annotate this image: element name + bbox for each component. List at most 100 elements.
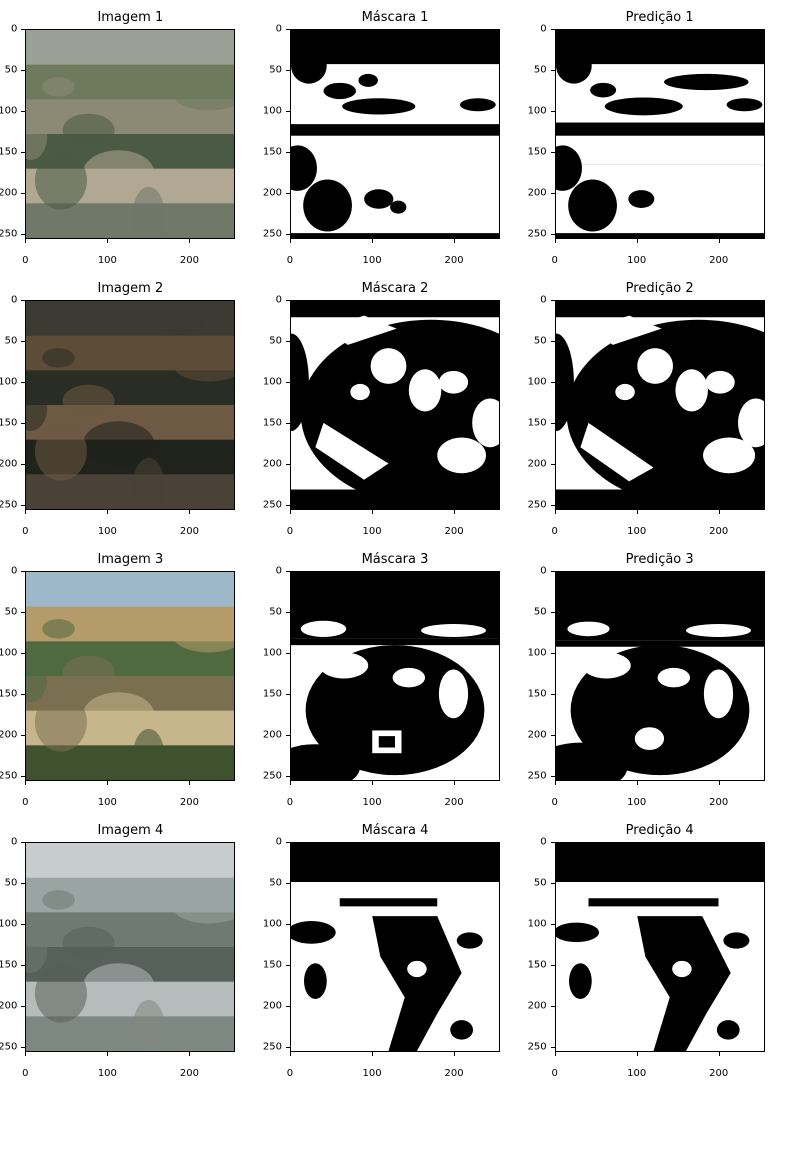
xtick-label: 0 [551, 797, 557, 808]
subplot: Imagem 30100200050100150200250 [12, 552, 249, 781]
xtick-label: 200 [709, 1068, 728, 1079]
xtick-label: 200 [709, 797, 728, 808]
ytick-label: 200 [528, 1001, 547, 1012]
ytick-label: 200 [528, 730, 547, 741]
ytick-label: 150 [528, 418, 547, 429]
subplot-title: Predição 1 [626, 10, 694, 25]
ytick-label: 100 [0, 919, 17, 930]
ytick-label: 50 [534, 336, 547, 347]
xtick-label: 100 [627, 526, 646, 537]
ytick-label: 100 [0, 377, 17, 388]
ytick-label: 150 [0, 147, 17, 158]
subplot-title: Imagem 3 [97, 552, 163, 567]
subplot: Máscara 20100200050100150200250 [277, 281, 514, 510]
ytick-label: 250 [0, 229, 17, 240]
ytick-label: 250 [263, 771, 282, 782]
ytick-label: 0 [540, 566, 546, 577]
plot-area: 0100200050100150200250 [25, 29, 235, 239]
ytick-label: 100 [263, 106, 282, 117]
figure-grid: Imagem 10100200050100150200250Máscara 10… [0, 0, 790, 1072]
ytick-label: 0 [540, 295, 546, 306]
plot-area: 0100200050100150200250 [25, 300, 235, 510]
plot-area: 0100200050100150200250 [290, 300, 500, 510]
ytick-label: 250 [528, 771, 547, 782]
ytick-label: 50 [5, 336, 18, 347]
xtick-label: 0 [22, 255, 28, 266]
ytick-label: 250 [0, 771, 17, 782]
xtick-label: 200 [445, 797, 464, 808]
xtick-label: 100 [98, 797, 117, 808]
ytick-label: 250 [528, 1042, 547, 1053]
ytick-label: 100 [528, 106, 547, 117]
xtick-label: 100 [627, 797, 646, 808]
plot-area: 0100200050100150200250 [290, 29, 500, 239]
xtick-label: 200 [180, 526, 199, 537]
subplot: Máscara 10100200050100150200250 [277, 10, 514, 239]
mask-display [290, 571, 500, 781]
subplot: Predição 10100200050100150200250 [541, 10, 778, 239]
xtick-label: 0 [551, 255, 557, 266]
ytick-label: 200 [0, 459, 17, 470]
ytick-label: 150 [263, 418, 282, 429]
image-display [25, 29, 235, 239]
xtick-label: 0 [287, 255, 293, 266]
ytick-label: 50 [534, 65, 547, 76]
ytick-label: 150 [0, 960, 17, 971]
mask-display [290, 842, 500, 1052]
ytick-label: 200 [0, 730, 17, 741]
xtick-label: 0 [22, 797, 28, 808]
subplot: Predição 30100200050100150200250 [541, 552, 778, 781]
ytick-label: 50 [269, 878, 282, 889]
ytick-label: 0 [11, 566, 17, 577]
subplot: Imagem 40100200050100150200250 [12, 823, 249, 1052]
ytick-label: 50 [269, 336, 282, 347]
ytick-label: 200 [528, 459, 547, 470]
ytick-label: 100 [528, 648, 547, 659]
ytick-label: 0 [276, 566, 282, 577]
mask-display [555, 571, 765, 781]
subplot: Máscara 3 0100200050100150200250 [277, 552, 514, 781]
ytick-label: 50 [534, 607, 547, 618]
xtick-label: 200 [180, 1068, 199, 1079]
subplot: Predição 20100200050100150200250 [541, 281, 778, 510]
subplot-title: Imagem 1 [97, 10, 163, 25]
mask-display [555, 300, 765, 510]
ytick-label: 150 [263, 689, 282, 700]
subplot-title: Predição 4 [626, 823, 694, 838]
mask-display [290, 300, 500, 510]
xtick-label: 0 [551, 1068, 557, 1079]
ytick-label: 200 [263, 188, 282, 199]
ytick-label: 50 [269, 65, 282, 76]
ytick-label: 250 [528, 229, 547, 240]
ytick-label: 50 [5, 878, 18, 889]
ytick-label: 100 [263, 648, 282, 659]
xtick-label: 100 [98, 255, 117, 266]
ytick-label: 0 [11, 24, 17, 35]
ytick-label: 250 [263, 500, 282, 511]
mask-display [290, 29, 500, 239]
xtick-label: 0 [287, 526, 293, 537]
ytick-label: 150 [0, 689, 17, 700]
ytick-label: 0 [276, 837, 282, 848]
plot-area: 0100200050100150200250 [555, 300, 765, 510]
ytick-label: 100 [528, 919, 547, 930]
ytick-label: 0 [540, 24, 546, 35]
xtick-label: 200 [709, 255, 728, 266]
ytick-label: 200 [263, 1001, 282, 1012]
ytick-label: 250 [0, 1042, 17, 1053]
subplot-title: Máscara 3 [362, 552, 429, 567]
ytick-label: 150 [263, 147, 282, 158]
xtick-label: 100 [627, 255, 646, 266]
ytick-label: 0 [11, 295, 17, 306]
ytick-label: 250 [0, 500, 17, 511]
xtick-label: 100 [362, 526, 381, 537]
ytick-label: 150 [0, 418, 17, 429]
ytick-label: 200 [528, 188, 547, 199]
xtick-label: 0 [287, 1068, 293, 1079]
ytick-label: 150 [528, 147, 547, 158]
image-display [25, 300, 235, 510]
plot-area: 0100200050100150200250 [290, 571, 500, 781]
ytick-label: 100 [528, 377, 547, 388]
ytick-label: 100 [263, 919, 282, 930]
xtick-label: 200 [180, 797, 199, 808]
